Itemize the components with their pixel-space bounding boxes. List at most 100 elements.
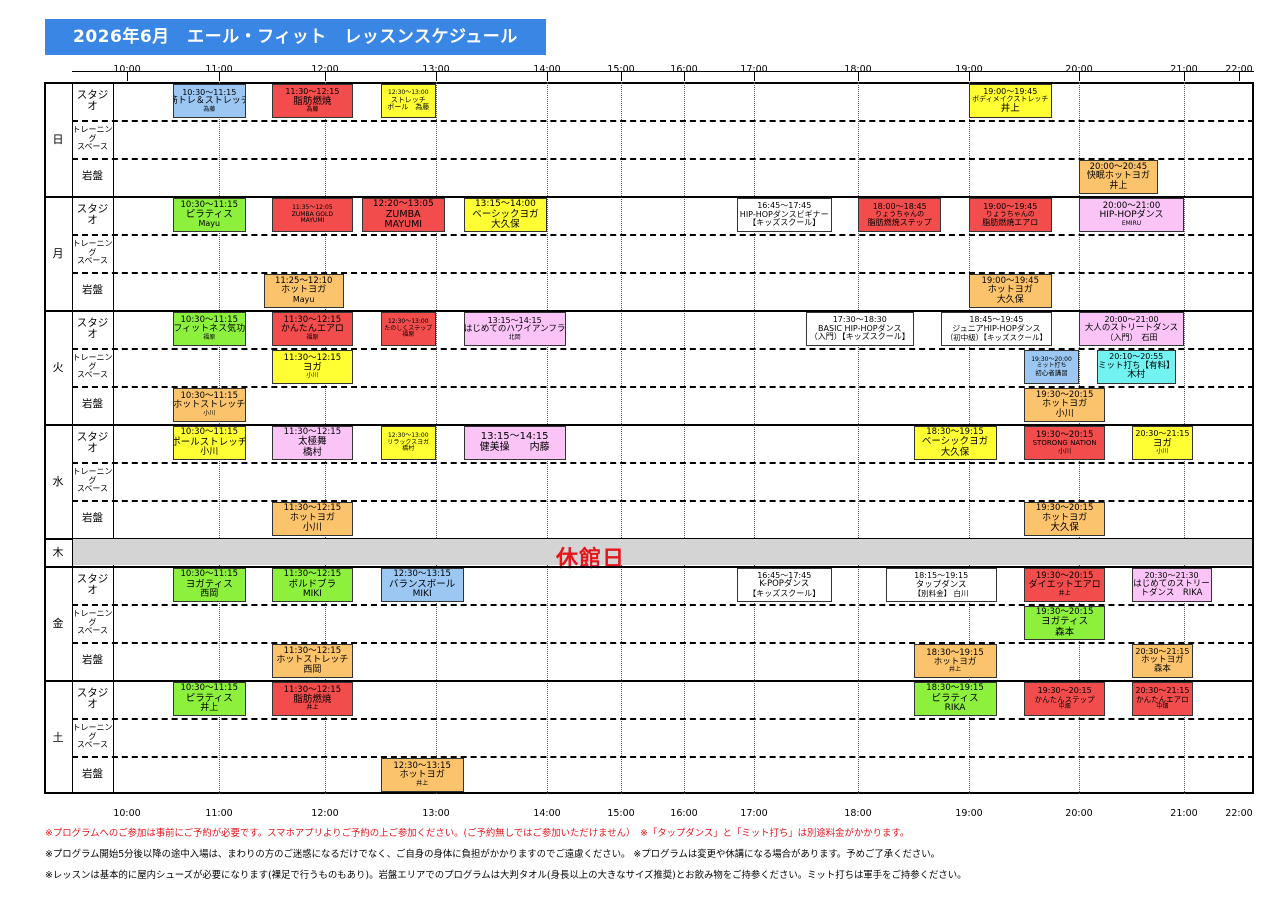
lesson-name: ホットヨガ [289,512,335,523]
lesson-instructor: 福原 [306,334,319,342]
lesson-block[interactable]: 19:30～20:00 ミット打ち 初心者講習 [1024,350,1079,384]
lesson-block[interactable]: 11:30～12:15 かんたんエアロ 福原 [272,312,353,346]
lesson-time: 11:30～12:15 [283,569,342,580]
lesson-instructor: 大久保 [996,294,1024,305]
lesson-block[interactable]: 13:15～14:15 健美操 内藤 [463,426,566,460]
lesson-block[interactable]: 11:35～12:05 ZUMBA GOLD MAYUMI [272,198,353,232]
lesson-block[interactable]: 19:30～20:15 STORONG NATION 小川 [1024,426,1106,460]
lesson-name: HIP-HOPダンス [1099,210,1164,221]
lesson-name: ホットヨガ [1141,655,1184,666]
lesson-block[interactable]: 11:25～12:10 ホットヨガ Mayu [263,274,344,308]
lesson-instructor: 小川 [200,446,219,457]
lesson-block[interactable]: 18:30～19:15 ホットヨガ 井上 [913,644,997,678]
lesson-block[interactable]: 16:45～17:45 HIP-HOPダンスビギナー 【キッズスクール】 [736,198,832,232]
lesson-block[interactable]: 20:30～21:15 ホットヨガ 森本 [1131,644,1194,678]
lesson-instructor: 小川 [302,522,322,534]
lesson-block[interactable]: 11:30～12:15 脂肪燃焼 井上 [272,682,353,716]
lesson-block[interactable]: 11:30～12:15 太極舞 橋村 [272,426,353,460]
lesson-block[interactable]: 20:30～21:15 かんたんエアロ 中畑 [1131,682,1194,716]
lesson-block[interactable]: 19:30～20:15 ホットヨガ 小川 [1024,388,1106,422]
lesson-block[interactable]: 18:45～19:45 ジュニアHIP-HOPダンス （初中級）【キッズスクール】 [941,312,1052,346]
lesson-time: 10:30～11:15 [182,87,237,97]
day-divider [44,196,1254,198]
lesson-name: 健美操 内藤 [479,442,550,453]
lesson-instructor: 井上 [306,704,319,712]
lesson-block[interactable]: 13:15～14:00 ベーシックヨガ 大久保 [463,198,547,232]
lesson-block[interactable]: 10:30～11:15 ホットストレッチ 小川 [173,388,246,422]
lesson-block[interactable]: 11:30～12:15 脂肪燃焼 為藤 [272,84,353,118]
lesson-block[interactable]: 19:00～19:45 ボディメイクストレッチ 井上 [969,84,1052,118]
note-line: ※レッスンは基本的に屋内シューズが必要になります(裸足で行うものもあり)。岩盤エ… [45,870,967,881]
schedule-frame [44,82,1254,794]
lesson-block[interactable]: 10:30～11:15 ピラティス Mayu [173,198,246,232]
lesson-block[interactable]: 19:30～20:15 ヨガティス 森本 [1024,606,1106,640]
lesson-block[interactable]: 12:30～13:15 バランスボール MIKI [380,568,464,602]
lesson-block[interactable]: 17:30～18:30 BASIC HIP-HOPダンス （入門）【キッズスクール】 [806,312,914,346]
lesson-block[interactable]: 20:30～21:15 ヨガ 小川 [1131,426,1194,460]
lesson-block[interactable]: 18:15～19:15 タップダンス 【別料金】 白川 [885,568,997,602]
lesson-instructor: 【別料金】 白川 [913,588,969,598]
lesson-instructor: 小川 [1058,446,1072,455]
lesson-block[interactable]: 19:00～19:45 ホットヨガ 大久保 [969,274,1052,308]
lesson-time: 10:30～11:15 [180,569,239,580]
time-tick-top: 12:00 [311,64,339,75]
lesson-block[interactable]: 10:30～11:15 フィットネス気功 福原 [173,312,246,346]
row-label-studio: スタジオ [76,88,109,112]
day-label: 火 [52,361,64,374]
hour-gridline [684,82,685,794]
lesson-instructor: （初中級）【キッズスクール】 [945,332,1047,342]
lesson-block[interactable]: 19:30～20:15 ダイエットエアロ 井上 [1024,568,1106,602]
lesson-block[interactable]: 12:30～13:00 たのしくステップ 福原 [380,312,436,346]
lesson-block[interactable]: 11:30～12:15 ホットストレッチ 西岡 [272,644,353,678]
lesson-block[interactable]: 16:45～17:45 K-POPダンス 【キッズスクール】 [736,568,832,602]
lesson-block[interactable]: 12:30～13:00 ストレッチ ボール 為藤 [380,84,436,118]
lesson-time: 10:30～11:15 [180,391,239,402]
lesson-block[interactable]: 10:30～11:15 ヨガティス 西岡 [173,568,246,602]
lesson-name: ホットヨガ [1042,398,1088,409]
lesson-block[interactable]: 13:15～14:15 はじめてのハワイアンフラ 北岡 [463,312,566,346]
lesson-instructor: 橋村 [402,445,415,453]
lesson-time: 19:00～19:45 [983,86,1038,96]
lesson-time: 10:30～11:15 [180,199,239,210]
lesson-name: STORONG NATION [1032,439,1097,448]
lesson-block[interactable]: 11:30～12:15 ヨガ 小川 [272,350,353,384]
lesson-block[interactable]: 19:00～19:45 りょうちゃんの 脂肪燃焼エアロ [969,198,1052,232]
lesson-block[interactable]: 20:30～21:30 はじめてのストリー トダンス RIKA [1131,568,1212,602]
day-label: 月 [52,247,64,260]
lesson-instructor: 小川 [306,372,319,380]
lesson-block[interactable]: 20:10～20:55 ミット打ち【有料】 木村 [1096,350,1176,384]
lesson-time: 11:30～12:15 [283,503,342,514]
lesson-block[interactable]: 19:30～20:15 かんたんステップ 中畑 [1024,682,1106,716]
lesson-block[interactable]: 20:00～21:00 HIP-HOPダンス EMIRU [1079,198,1184,232]
lesson-time: 19:00～19:45 [981,275,1040,286]
lesson-instructor: MIKI [302,588,322,599]
lesson-instructor: 為藤 [306,106,319,114]
lesson-block[interactable]: 11:30～12:15 ホットヨガ 小川 [272,502,353,536]
lesson-block[interactable]: 20:00～21:00 大人のストリートダンス （入門） 石田 [1079,312,1184,346]
lesson-block[interactable]: 20:00～20:45 快眠ホットヨガ 井上 [1079,160,1158,194]
lesson-block[interactable]: 18:30～19:15 ピラティス RIKA [913,682,997,716]
lesson-time: 12:30～13:15 [393,569,451,580]
lesson-name: 脂肪燃焼 [293,95,332,107]
lesson-time: 16:45～17:45 [757,570,812,580]
lesson-block[interactable]: 10:30～11:15 ピラティス 井上 [173,682,246,716]
lesson-block[interactable]: 19:30～20:15 ホットヨガ 大久保 [1024,502,1106,536]
lesson-name: かんたんステップ [1034,695,1095,705]
lesson-block[interactable]: 10:30～11:15 ポールストレッチ 小川 [173,426,246,460]
lesson-name: ポールストレッチ [173,436,246,448]
lesson-block[interactable]: 12:20～13:05 ZUMBA MAYUMI [361,198,445,232]
lesson-block[interactable]: 18:30～19:15 ベーシックヨガ 大久保 [913,426,997,460]
lesson-block[interactable]: 18:00～18:45 りょうちゃんの 脂肪燃焼ステップ [858,198,942,232]
lesson-name: ホットヨガ [1042,512,1088,523]
row-divider [72,604,1254,606]
hour-gridline [436,82,437,794]
row-label-training: トレーニング スペース [72,239,113,266]
tick-mark [1184,71,1185,81]
lesson-block[interactable]: 12:30～13:15 ホットヨガ 井上 [380,758,464,792]
lesson-block[interactable]: 11:30～12:15 ボルドブラ MIKI [272,568,353,602]
day-label: 日 [52,133,64,146]
lesson-block[interactable]: 12:30～13:00 リラックスヨガ 橋村 [380,426,436,460]
header-rule [72,71,1254,72]
lesson-name: K-POPダンス [759,579,810,590]
